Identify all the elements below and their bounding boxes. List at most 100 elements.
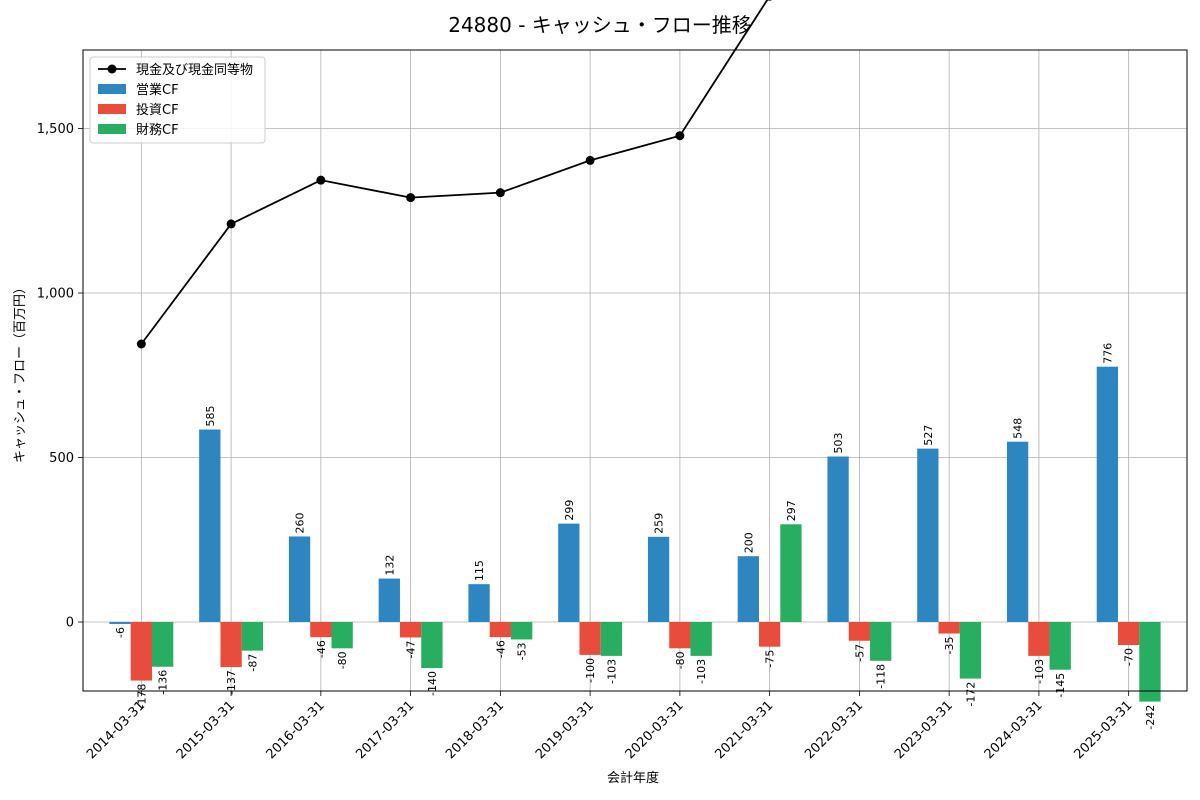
chart-title: 24880 - キャッシュ・フロー推移 <box>448 13 752 37</box>
bar-営業CF-2014-03-31 <box>109 622 131 624</box>
bar-value-label: 200 <box>742 532 755 553</box>
bar-営業CF-2017-03-31 <box>378 578 400 622</box>
bar-value-label: -46 <box>494 640 507 658</box>
bar-value-label: -46 <box>315 640 328 658</box>
bars-layer <box>109 366 1161 702</box>
bar-財務CF-2017-03-31 <box>421 622 443 669</box>
legend-label: 財務CF <box>136 123 179 138</box>
bar-value-label: -70 <box>1123 648 1136 666</box>
bar-value-label: -103 <box>695 659 708 684</box>
x-tick-label: 2020-03-31 <box>623 698 687 762</box>
grid-layer <box>83 50 1187 691</box>
cash-point-2019-03-31 <box>585 155 595 165</box>
bar-value-label: 299 <box>563 500 576 521</box>
bar-value-label: -100 <box>584 658 597 683</box>
legend-label: 現金及び現金同等物 <box>136 62 253 78</box>
bar-財務CF-2016-03-31 <box>331 622 353 649</box>
bar-投資CF-2025-03-31 <box>1118 622 1140 646</box>
bar-財務CF-2014-03-31 <box>151 622 174 667</box>
bar-投資CF-2016-03-31 <box>310 622 332 638</box>
legend-swatch <box>98 104 126 114</box>
bar-財務CF-2018-03-31 <box>511 622 533 640</box>
x-tick-label: 2016-03-31 <box>264 698 328 762</box>
bar-value-label: -80 <box>674 651 687 669</box>
cash-point-2017-03-31 <box>406 193 416 203</box>
bar-value-label: -137 <box>225 670 238 695</box>
y-tick-label: 0 <box>66 616 74 631</box>
bar-value-label: -75 <box>764 650 777 668</box>
x-tick-label: 2021-03-31 <box>712 698 776 762</box>
cash-point-2020-03-31 <box>675 131 685 141</box>
legend-swatch <box>98 124 126 134</box>
bar-value-label: -172 <box>964 682 977 707</box>
bar-投資CF-2023-03-31 <box>938 622 960 634</box>
bar-value-label: -87 <box>246 654 259 672</box>
plot-frame <box>82 49 1188 692</box>
cash-point-2018-03-31 <box>495 188 505 198</box>
bar-value-label: -118 <box>875 664 888 689</box>
bar-営業CF-2023-03-31 <box>917 448 939 622</box>
x-tick-label: 2017-03-31 <box>353 698 417 762</box>
bar-投資CF-2017-03-31 <box>399 622 422 638</box>
bar-value-label: -178 <box>135 684 148 709</box>
legend-label: 投資CF <box>136 102 179 118</box>
y-tick-label: 1,000 <box>37 287 74 302</box>
bar-投資CF-2022-03-31 <box>848 622 871 641</box>
y-tick-label: 500 <box>49 451 74 466</box>
bar-value-label: 548 <box>1012 418 1025 439</box>
bar-投資CF-2021-03-31 <box>758 622 781 647</box>
bar-value-label: -140 <box>426 671 439 696</box>
bar-営業CF-2021-03-31 <box>737 556 759 622</box>
bar-value-label: -80 <box>336 651 349 669</box>
legend-marker <box>107 64 117 74</box>
x-tick-label: 2023-03-31 <box>892 698 956 762</box>
bar-value-label: 297 <box>785 500 798 521</box>
bar-営業CF-2020-03-31 <box>647 536 670 622</box>
bar-営業CF-2025-03-31 <box>1096 366 1119 622</box>
bar-投資CF-2014-03-31 <box>130 622 152 681</box>
bar-財務CF-2015-03-31 <box>241 622 264 651</box>
x-tick-label: 2024-03-31 <box>982 698 1046 762</box>
bar-財務CF-2024-03-31 <box>1049 622 1071 670</box>
bar-value-label: 503 <box>832 433 845 454</box>
x-tick-label: 2018-03-31 <box>443 698 507 762</box>
bar-営業CF-2015-03-31 <box>199 429 221 622</box>
bar-value-label: 527 <box>922 425 935 446</box>
bar-財務CF-2023-03-31 <box>959 622 982 679</box>
x-tick-label: 2019-03-31 <box>533 698 597 762</box>
bar-value-label: -53 <box>516 642 529 660</box>
bar-value-label: 132 <box>383 555 396 576</box>
bar-財務CF-2022-03-31 <box>870 622 892 661</box>
bar-投資CF-2020-03-31 <box>669 622 691 649</box>
bar-投資CF-2019-03-31 <box>579 622 601 655</box>
bar-投資CF-2015-03-31 <box>220 622 242 668</box>
bar-財務CF-2025-03-31 <box>1139 622 1161 702</box>
cash-point-2014-03-31 <box>136 339 146 349</box>
cash-line <box>140 0 769 345</box>
bar-営業CF-2024-03-31 <box>1006 441 1029 622</box>
bar-value-label: -242 <box>1144 705 1157 730</box>
bar-value-label: -103 <box>605 659 618 684</box>
x-tick-label: 2014-03-31 <box>84 698 148 762</box>
bar-財務CF-2019-03-31 <box>600 622 623 656</box>
y-tick-label: 1,500 <box>37 122 74 137</box>
bar-value-label: -57 <box>853 644 866 662</box>
cash-point-2016-03-31 <box>316 175 326 185</box>
x-tick-label: 2025-03-31 <box>1071 698 1135 762</box>
legend-swatch <box>98 84 126 94</box>
bar-営業CF-2016-03-31 <box>288 536 311 622</box>
x-axis-label: 会計年度 <box>607 770 659 786</box>
y-axis-label: キャッシュ・フロー（百万円） <box>13 281 28 463</box>
x-tick-label: 2015-03-31 <box>174 698 238 762</box>
bar-value-label: 115 <box>473 560 486 581</box>
bar-value-label: -6 <box>114 627 127 638</box>
bar-value-label: -103 <box>1033 659 1046 684</box>
bar-value-label: -145 <box>1054 673 1067 698</box>
bar-value-label: 259 <box>653 513 666 534</box>
bar-value-label: 260 <box>294 512 307 533</box>
x-tick-label: 2022-03-31 <box>802 698 866 762</box>
bar-投資CF-2024-03-31 <box>1028 622 1050 656</box>
